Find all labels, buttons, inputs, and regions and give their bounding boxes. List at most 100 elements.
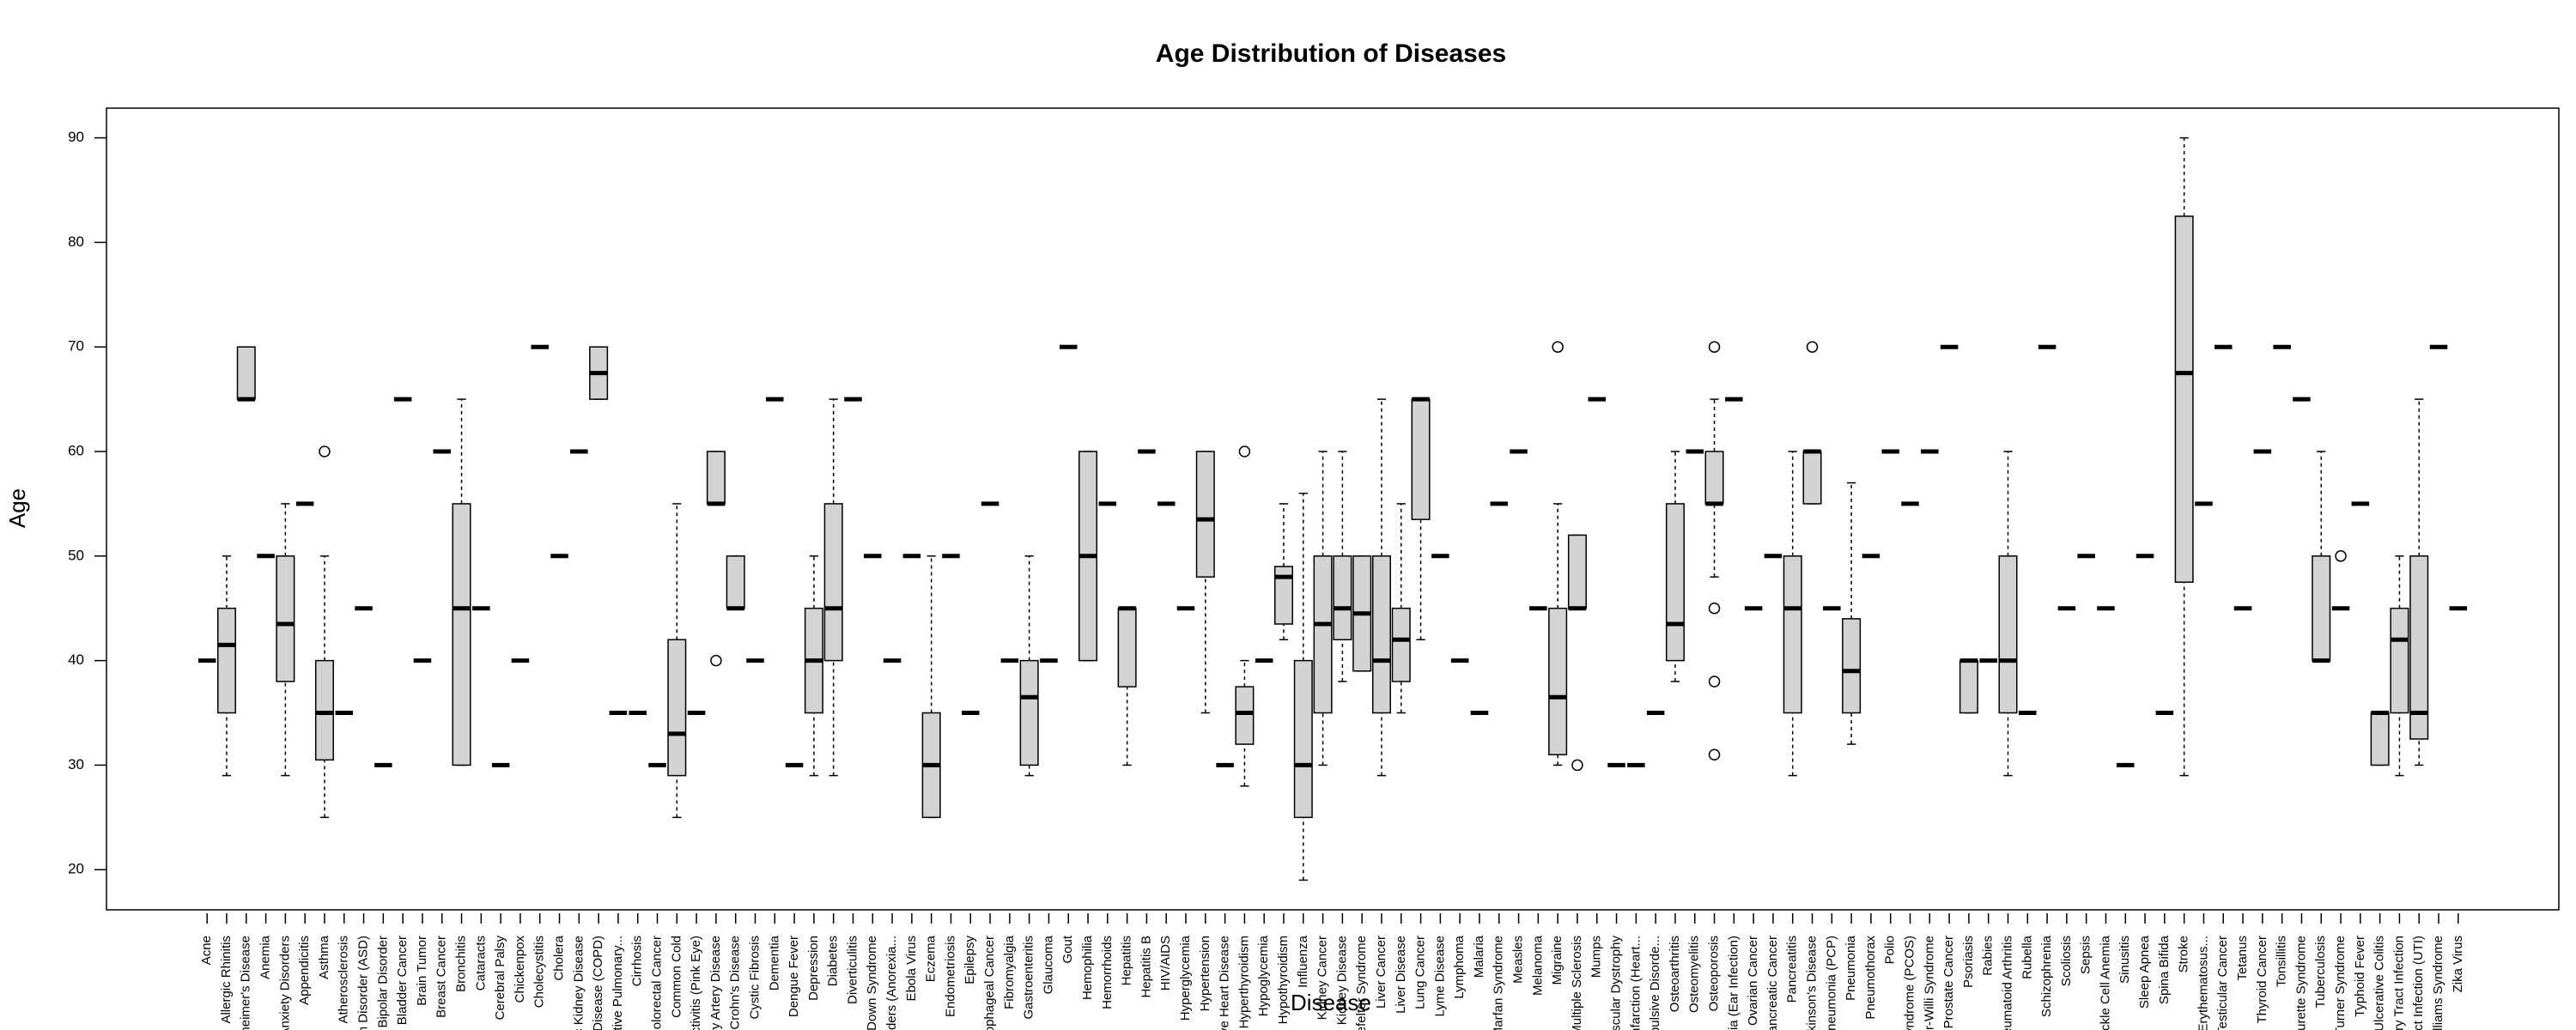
x-tick-label: Diabetes <box>826 936 841 986</box>
x-tick-label: Gastroenteritis <box>1022 936 1036 1020</box>
x-tick-label: Hypertensive Heart Disease <box>1218 936 1232 1030</box>
box <box>1117 607 1137 688</box>
x-tick-label: Glaucoma <box>1041 935 1055 994</box>
outlier <box>1708 748 1721 760</box>
x-tick-label: Bipolar Disorder <box>375 936 390 1028</box>
x-tick-label: Ulcerative Colitis <box>2372 936 2387 1030</box>
x-tick-label: Atherosclerosis <box>337 936 351 1024</box>
x-tick-label: Hemophilia <box>1080 935 1095 1000</box>
x-tick-label: Psoriasis <box>1961 936 1976 988</box>
x-tick-label: Turner Syndrome <box>2333 936 2348 1030</box>
x-tick-label: Eczema <box>924 935 939 982</box>
x-tick-label: Rubella <box>2020 935 2034 979</box>
x-tick-label: Ovarian Cancer <box>1746 936 1760 1026</box>
x-tick-label: Cataracts <box>473 936 488 991</box>
x-tick-label: Tetanus <box>2235 936 2250 981</box>
box <box>1371 555 1392 714</box>
x-tick-label: Klinefelter Syndrome <box>1354 936 1369 1030</box>
x-tick-label: Chronic Obstructive Pulmonary Disease (C… <box>591 936 605 1030</box>
x-tick-label: Hypertension <box>1198 936 1212 1011</box>
x-tick-label: Measles <box>1511 936 1526 984</box>
x-tick-label: HIV/AIDS <box>1158 936 1173 991</box>
outlier <box>1708 676 1721 688</box>
x-tick-label: Polio <box>1883 936 1898 964</box>
x-tick-label: Colorectal Cancer <box>649 936 664 1030</box>
x-tick-label: Typhoid Fever <box>2353 936 2367 1017</box>
x-tick-label: Brain Tumor <box>415 936 429 1006</box>
x-tick-label: Liver Cancer <box>1374 936 1388 1009</box>
x-tick-label: Muscular Dystrophy <box>1609 936 1624 1030</box>
x-tick-label: Dementia <box>767 935 781 991</box>
box <box>452 503 471 766</box>
x-tick-label: Hypoglycemia <box>1256 935 1271 1016</box>
x-tick-label: Chronic Obstructive Pulmonary... <box>611 936 625 1030</box>
box <box>1567 534 1587 609</box>
x-tick-label: Prader-Willi Syndrome <box>1922 936 1936 1030</box>
x-tick-label: Gout <box>1060 935 1075 963</box>
x-tick-label: Coronary Artery Disease <box>708 936 723 1030</box>
box <box>1333 555 1352 641</box>
x-tick-label: Prostate Cancer <box>1941 936 1956 1028</box>
box <box>1019 659 1039 766</box>
box <box>1273 566 1294 625</box>
plot-frame <box>106 107 2560 911</box>
y-tick-label: 60 <box>68 442 84 458</box>
box <box>1313 555 1333 714</box>
box <box>236 346 256 400</box>
box <box>1998 555 2018 714</box>
x-tick-label: Melanoma <box>1530 935 1545 996</box>
x-tick-label: Systemic Lupus Erythematosus... <box>2196 936 2210 1030</box>
x-tick-label: Eating Disorders (Anorexia... <box>884 936 899 1030</box>
x-tick-label: Otitis Media (Ear Infection) <box>1726 936 1741 1030</box>
x-tick-label: Rheumatoid Arthritis <box>2000 936 2014 1030</box>
x-tick-label: Fibromyalgia <box>1002 935 1017 1009</box>
y-tick-label: 50 <box>68 547 84 563</box>
x-tick-label: Parkinson's Disease <box>1804 936 1819 1030</box>
x-tick-label: Hypothyroidism <box>1276 936 1291 1024</box>
x-tick-label: Esophageal Cancer <box>982 936 997 1030</box>
x-tick-label: Sickle Cell Anemia <box>2098 935 2112 1030</box>
x-tick-label: Tourette Syndrome <box>2293 936 2308 1030</box>
x-tick-label: Cholecystitis <box>532 936 547 1008</box>
x-tick-label: Marfan Syndrome <box>1492 936 1506 1030</box>
x-tick-label: Crohn's Disease <box>728 936 743 1030</box>
box <box>1195 451 1215 578</box>
x-tick-label: Pneumocystis Pneumonia (PCP) <box>1824 936 1838 1030</box>
x-tick-label: Cholera <box>551 935 566 980</box>
outlier <box>319 445 331 457</box>
x-tick-label: Spina Bifida <box>2157 935 2172 1004</box>
x-tick-label: Thyroid Cancer <box>2255 936 2269 1024</box>
x-tick-label: Appendicitis <box>297 936 312 1005</box>
y-tick-label: 80 <box>68 233 84 250</box>
x-tick-label: Hyperglycemia <box>1178 935 1193 1021</box>
x-tick-label: Migraine <box>1550 936 1564 985</box>
plot-area: 20 30 40 50 60 70 80 90 <box>68 129 2468 924</box>
x-tick-label: Stroke <box>2177 936 2191 972</box>
x-tick-label: Alzheimer's Disease <box>239 936 253 1030</box>
outlier <box>710 654 722 667</box>
x-tick-label: Urinary Tract Infection <box>2391 936 2406 1030</box>
chart-title: Age Distribution of Diseases <box>1156 39 1506 68</box>
box <box>2390 607 2409 714</box>
x-tick-label: Myocardial Infarction (Heart... <box>1628 936 1643 1030</box>
x-axis-label: Disease <box>1291 990 1371 1015</box>
box <box>2409 555 2429 740</box>
x-tick-label: Tonsillitis <box>2275 936 2289 987</box>
box <box>2174 215 2194 584</box>
x-tick-label: Lyme Disease <box>1432 936 1447 1016</box>
x-tick-label: Hyperthyroidism <box>1236 936 1251 1028</box>
box <box>1959 659 1978 714</box>
box <box>1293 659 1313 819</box>
x-tick-label: Bronchitis <box>454 936 469 992</box>
x-tick-label: Testicular Cancer <box>2215 936 2230 1030</box>
box <box>2312 555 2331 662</box>
box <box>1548 607 1568 755</box>
x-tick-label: Hemorrhoids <box>1100 936 1115 1009</box>
box <box>706 451 726 505</box>
y-tick-label: 90 <box>68 129 84 145</box>
outlier <box>1552 341 1564 353</box>
x-tick-label: Pneumothorax <box>1863 936 1878 1020</box>
box <box>2370 712 2390 766</box>
x-tick-label: Schizophrenia <box>2039 935 2054 1017</box>
